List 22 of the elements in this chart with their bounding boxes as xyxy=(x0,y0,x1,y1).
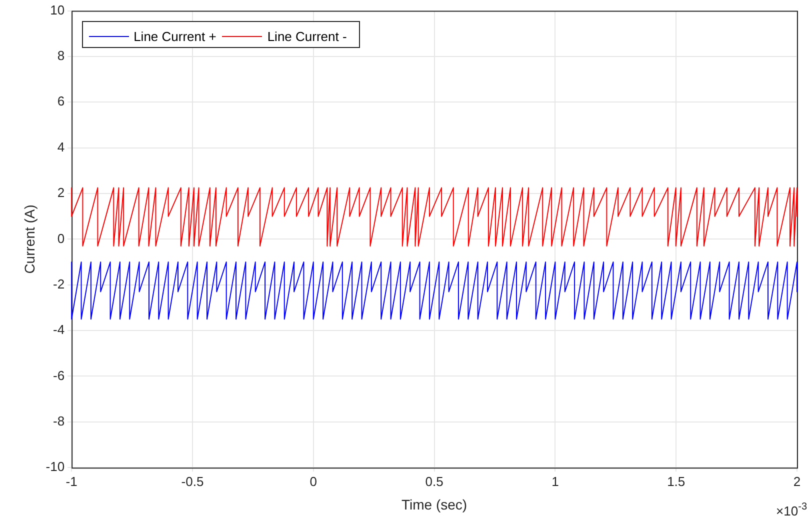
y-tick-label: -2 xyxy=(53,276,65,292)
y-tick-label: 8 xyxy=(57,48,65,64)
y-tick-label: 2 xyxy=(57,185,65,200)
x-tick-label: 0.5 xyxy=(425,474,444,489)
x-tick-label: -1 xyxy=(66,474,78,489)
x-tick-label: 1.5 xyxy=(667,474,686,489)
y-tick-label: -6 xyxy=(53,368,65,383)
y-tick-label: -8 xyxy=(53,414,65,428)
y-tick-label: -10 xyxy=(46,459,65,474)
y-tick-label: -4 xyxy=(53,322,65,338)
x-tick-label: 0 xyxy=(310,474,318,489)
y-tick-label: 4 xyxy=(57,139,65,154)
x-tick-label: 2 xyxy=(793,474,801,489)
y-tick-label: 0 xyxy=(57,230,65,246)
y-axis-title: Current (A) xyxy=(21,204,38,274)
legend-label: Line Current + xyxy=(134,28,216,44)
y-tick-label: 6 xyxy=(57,94,65,109)
legend-label: Line Current - xyxy=(267,28,347,44)
y-tick-label: 10 xyxy=(50,2,65,18)
x-tick-label: -0.5 xyxy=(181,474,204,489)
x-tick-label: 1 xyxy=(552,474,559,489)
x-axis-title: Time (sec) xyxy=(402,496,468,512)
